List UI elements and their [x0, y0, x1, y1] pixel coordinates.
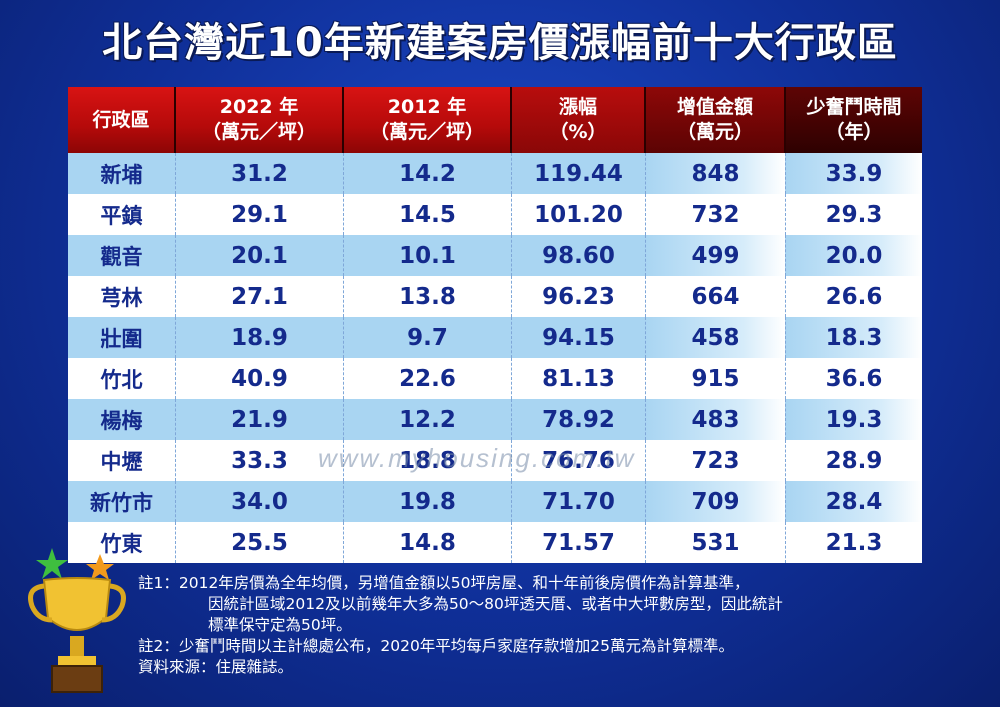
district-cell: 中壢 — [68, 440, 176, 481]
header-line1: 2012 年 — [387, 96, 467, 118]
table-row: 竹東 25.5 14.8 71.57 531 21.3 — [68, 522, 922, 563]
years-saved-cell: 28.4 — [786, 481, 922, 522]
district-cell: 新竹市 — [68, 481, 176, 522]
header-line2: （萬元） — [676, 121, 753, 143]
price-2012-cell: 19.8 — [344, 481, 512, 522]
years-saved-cell: 21.3 — [825, 529, 883, 556]
growth-cell: 119.44 — [512, 153, 646, 194]
price-2022-cell: 21.9 — [176, 399, 344, 440]
table-row: 芎林 27.1 13.8 96.23 664 26.6 — [68, 276, 922, 317]
price-2012-cell: 14.8 — [344, 522, 512, 563]
appreciation-cell: 732 — [646, 194, 786, 235]
appreciation-cell: 499 — [646, 235, 786, 276]
price-2012-cell: 12.2 — [344, 399, 512, 440]
price-2022-cell: 18.9 — [176, 317, 344, 358]
header-line1: 行政區 — [92, 108, 150, 131]
district-cell: 壯圍 — [68, 317, 176, 358]
header-2022: 2022 年 （萬元／坪） — [176, 87, 344, 153]
years-saved-cell: 33.9 — [786, 153, 922, 194]
table-row: 平鎮 29.1 14.5 101.20 732 29.3 — [68, 194, 922, 235]
header-line1: 2022 年 — [219, 96, 299, 118]
years-saved-cell: 28.9 — [825, 447, 883, 474]
header-2012: 2012 年 （萬元／坪） — [344, 87, 512, 153]
price-2022-cell: 29.1 — [176, 194, 344, 235]
years-saved-cell: 18.3 — [786, 317, 922, 358]
years-saved-cell: 36.6 — [825, 365, 883, 392]
years-saved-cell: 19.3 — [786, 399, 922, 440]
price-2012-cell: 14.5 — [344, 194, 512, 235]
note1-line2: 因統計區域2012及以前幾年大多為50～80坪透天厝、或者中大坪數房型，因此統計 — [208, 595, 783, 613]
growth-cell: 71.57 — [512, 522, 646, 563]
table-header-row: 行政區 2022 年 （萬元／坪） 2012 年 （萬元／坪） 漲幅 （%） 增… — [68, 87, 922, 153]
growth-cell: 71.70 — [512, 481, 646, 522]
years-saved-cell: 20.0 — [786, 235, 922, 276]
appreciation-cell: 709 — [646, 481, 786, 522]
price-2022-cell: 40.9 — [176, 358, 344, 399]
district-cell: 平鎮 — [68, 194, 176, 235]
header-growth: 漲幅 （%） — [512, 87, 646, 153]
footnotes: 註1：2012年房價為全年均價，另增值金額以50坪房屋、和十年前後房價作為計算基… — [138, 573, 958, 678]
price-2022-cell: 25.5 — [176, 522, 344, 563]
table-row: 壯圍 18.9 9.7 94.15 458 18.3 — [68, 317, 922, 358]
price-table: 行政區 2022 年 （萬元／坪） 2012 年 （萬元／坪） 漲幅 （%） 增… — [68, 87, 922, 563]
header-line2: （萬元／坪） — [201, 121, 316, 143]
header-line1: 少奮鬥時間 — [806, 96, 902, 118]
price-2022-cell: 33.3 — [176, 440, 344, 481]
growth-cell: 101.20 — [512, 194, 646, 235]
table-row: 竹北 40.9 22.6 81.13 915 36.6 — [68, 358, 922, 399]
table-row: 楊梅 21.9 12.2 78.92 483 19.3 — [68, 399, 922, 440]
district-cell: 觀音 — [68, 235, 176, 276]
header-line2: （萬元／坪） — [369, 121, 484, 143]
appreciation-cell: 483 — [646, 399, 786, 440]
district-cell: 芎林 — [68, 276, 176, 317]
price-2022-cell: 27.1 — [176, 276, 344, 317]
district-cell: 竹北 — [68, 358, 176, 399]
table-row: 新埔 31.2 14.2 119.44 848 33.9 — [68, 153, 922, 194]
appreciation-cell: 915 — [646, 358, 786, 399]
note1-line3: 標準保守定為50坪。 — [208, 616, 352, 634]
district-cell: 楊梅 — [68, 399, 176, 440]
table-body: 新埔 31.2 14.2 119.44 848 33.9 平鎮 29.1 14.5 101.20 7… — [68, 153, 922, 563]
header-years-saved: 少奮鬥時間 （年） — [786, 87, 922, 153]
district-cell: 新埔 — [68, 153, 176, 194]
table-row: 中壢 33.3 18.8 76.76 723 28.9 — [68, 440, 922, 481]
appreciation-cell: 458 — [646, 317, 786, 358]
appreciation-cell: 531 — [646, 522, 786, 563]
note2: 註2：少奮鬥時間以主計總處公布，2020年平均每戶家庭存款增加25萬元為計算標準… — [138, 637, 735, 655]
growth-cell: 94.15 — [512, 317, 646, 358]
header-district: 行政區 — [68, 87, 176, 153]
trophy-icon — [28, 548, 126, 693]
price-2012-cell: 9.7 — [344, 317, 512, 358]
growth-cell: 98.60 — [512, 235, 646, 276]
source-note: 資料來源：住展雜誌。 — [138, 658, 294, 676]
header-line1: 增值金額 — [676, 96, 753, 118]
appreciation-cell: 723 — [646, 440, 786, 481]
years-saved-cell: 29.3 — [825, 201, 883, 228]
price-2022-cell: 31.2 — [176, 153, 344, 194]
price-2012-cell: 18.8 — [344, 440, 512, 481]
years-saved-cell: 26.6 — [825, 283, 883, 310]
growth-cell: 81.13 — [512, 358, 646, 399]
table-row: 觀音 20.1 10.1 98.60 499 20.0 — [68, 235, 922, 276]
header-appreciation: 增值金額 （萬元） — [646, 87, 786, 153]
table-row: 新竹市 34.0 19.8 71.70 709 28.4 — [68, 481, 922, 522]
price-2012-cell: 14.2 — [344, 153, 512, 194]
appreciation-cell: 848 — [646, 153, 786, 194]
header-line1: 漲幅 — [558, 96, 597, 118]
page-title: 北台灣近10年新建案房價漲幅前十大行政區 — [102, 20, 898, 66]
district-cell: 竹東 — [68, 522, 176, 563]
header-line2: （%） — [549, 121, 607, 143]
price-2012-cell: 13.8 — [344, 276, 512, 317]
price-2022-cell: 20.1 — [176, 235, 344, 276]
price-2012-cell: 22.6 — [344, 358, 512, 399]
growth-cell: 96.23 — [512, 276, 646, 317]
price-2012-cell: 10.1 — [344, 235, 512, 276]
watermark: www.myhousing.com.tw — [318, 443, 636, 473]
header-line2: （年） — [825, 121, 883, 143]
growth-cell: 76.76 — [512, 440, 646, 481]
appreciation-cell: 664 — [646, 276, 786, 317]
price-2022-cell: 34.0 — [176, 481, 344, 522]
growth-cell: 78.92 — [512, 399, 646, 440]
note1-line1: 註1：2012年房價為全年均價，另增值金額以50坪房屋、和十年前後房價作為計算基… — [138, 574, 750, 592]
